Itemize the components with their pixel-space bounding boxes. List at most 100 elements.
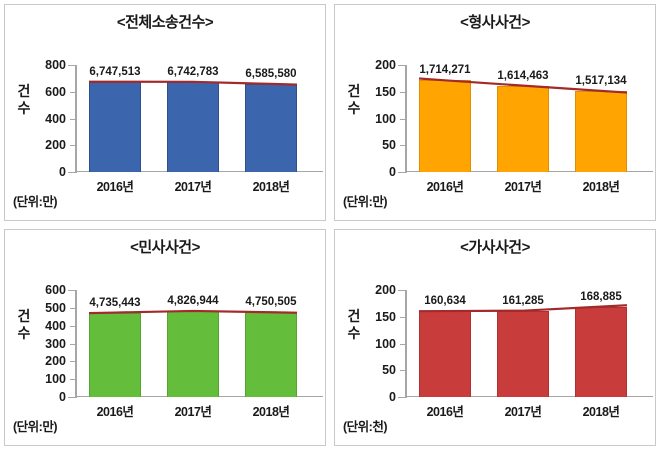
- y-axis-tick-label: 100: [45, 372, 66, 387]
- y-axis-tick-label: 0: [59, 390, 66, 404]
- x-axis-category-label: 2017년: [504, 180, 542, 194]
- plot-inner: 800 600 400 200 0 6,747,513 2016년 6,742,783 2017…: [45, 58, 323, 194]
- plot-inner: 200 150 100 50 0 160,634 2016년 161,285 2017년 168,…: [375, 283, 653, 419]
- bar: [89, 81, 141, 172]
- y-axis-tick: [70, 91, 77, 93]
- y-axis-tick-label: 200: [375, 58, 396, 72]
- y-axis-title-char: 수: [347, 325, 361, 341]
- y-axis-tick-label: 600: [45, 283, 66, 297]
- y-axis-tick-label: 50: [382, 363, 396, 378]
- y-axis-tick: [70, 361, 77, 363]
- y-axis-tick: [68, 290, 77, 291]
- plot-inner: 600 500 400 300 200 100 0 4,735,443 2016년 4,826,9…: [45, 283, 323, 419]
- y-axis-tick: [400, 118, 407, 120]
- y-axis-tick: [400, 316, 407, 318]
- x-axis-category-label: 2016년: [426, 180, 464, 194]
- y-axis-tick: [400, 370, 407, 372]
- y-axis-tick: [70, 379, 77, 381]
- unit-note: (단위:천): [343, 420, 388, 434]
- plot-inner: 200 150 100 50 0 1,714,271 2016년 1,614,463 2017년…: [375, 58, 653, 194]
- bar-value-label: 4,826,944: [167, 294, 219, 307]
- y-axis-tick: [400, 343, 407, 345]
- bar-value-label: 1,517,134: [575, 74, 627, 87]
- y-axis-title-char: 건: [17, 83, 31, 99]
- panel-title: <전체소송건수>: [116, 14, 214, 31]
- x-axis-category-label: 2018년: [252, 180, 290, 194]
- y-axis-tick: [68, 172, 77, 173]
- y-axis-tick-label: 100: [375, 111, 396, 126]
- y-axis-tick: [400, 91, 407, 93]
- x-axis-category-label: 2018년: [582, 405, 620, 419]
- y-axis-title-char: 수: [347, 100, 361, 116]
- panel-title: <형사사건>: [460, 14, 530, 31]
- bar: [245, 312, 297, 397]
- chart-panel-total-lawsuits: <전체소송건수> 건 수 (단위:만) 800 600 400 200 0 6,747,513 20…: [4, 4, 326, 221]
- y-axis-tick-label: 500: [45, 300, 66, 315]
- x-axis-category-label: 2017년: [174, 180, 212, 194]
- bar: [89, 312, 141, 397]
- panel-title: <민사사건>: [130, 239, 200, 256]
- x-axis-category-label: 2017년: [504, 405, 542, 419]
- bar-value-label: 161,285: [502, 294, 544, 307]
- x-axis-category-label: 2018년: [582, 180, 620, 194]
- y-axis-tick: [70, 118, 77, 120]
- y-axis-tick-label: 600: [45, 84, 66, 99]
- y-axis-tick-label: 200: [45, 354, 66, 369]
- chart-panel-criminal-cases: <형사사건> 건 수 (단위:만) 200 150 100 50 0 1,714,271 2016년…: [334, 4, 656, 221]
- bar-value-label: 160,634: [424, 295, 466, 308]
- y-axis-tick-label: 0: [389, 390, 396, 404]
- unit-note: (단위:만): [13, 195, 58, 209]
- x-axis-category-label: 2016년: [96, 180, 134, 194]
- bar: [419, 80, 471, 172]
- bar-value-label: 1,714,271: [419, 64, 471, 77]
- y-axis-tick-label: 200: [375, 283, 396, 297]
- bar-value-label: 6,585,580: [245, 67, 297, 80]
- y-axis-tick-label: 400: [45, 318, 66, 333]
- bar-value-label: 168,885: [580, 290, 622, 303]
- y-axis-tick: [70, 325, 77, 327]
- panel-title: <가사사건>: [460, 239, 530, 256]
- y-axis-title-char: 수: [17, 100, 31, 116]
- bar: [497, 85, 549, 172]
- x-axis-category-label: 2016년: [96, 405, 134, 419]
- bar-value-label: 4,735,443: [89, 296, 141, 309]
- bar: [167, 81, 219, 172]
- y-axis-tick-label: 0: [59, 165, 66, 179]
- chart-panel-family-cases: <가사사건> 건 수 (단위:천) 200 150 100 50 0 160,634 2016년 16…: [334, 229, 656, 446]
- y-axis-tick-label: 400: [45, 111, 66, 126]
- plot-area: 600 500 400 300 200 100 0 4,735,443 2016년 4,826,9…: [45, 272, 323, 419]
- y-axis-title-char: 건: [347, 308, 361, 324]
- bar-value-label: 6,742,783: [167, 65, 219, 78]
- bar: [497, 310, 549, 397]
- unit-note: (단위:만): [13, 420, 58, 434]
- bar: [575, 306, 627, 397]
- y-axis-tick: [398, 172, 407, 173]
- y-axis-tick-label: 50: [382, 138, 396, 153]
- y-axis-tick: [68, 397, 77, 398]
- bar: [245, 83, 297, 172]
- y-axis-tick: [398, 397, 407, 398]
- y-axis-tick: [400, 145, 407, 147]
- bar: [167, 310, 219, 397]
- y-axis-title-char: 수: [17, 325, 31, 341]
- plot-area: 200 150 100 50 0 160,634 2016년 161,285 2017년 168,…: [375, 272, 653, 419]
- y-axis-tick: [70, 307, 77, 309]
- y-axis-title-char: 건: [347, 83, 361, 99]
- bar: [575, 90, 627, 172]
- y-axis-tick: [70, 145, 77, 147]
- y-axis-tick: [68, 65, 77, 66]
- plot-area: 200 150 100 50 0 1,714,271 2016년 1,614,463 2017년…: [375, 47, 653, 194]
- y-axis-tick-label: 200: [45, 138, 66, 153]
- unit-note: (단위:만): [343, 195, 388, 209]
- y-axis-tick-label: 100: [375, 336, 396, 351]
- chart-panel-civil-cases: <민사사건> 건 수 (단위:만) 600 500 400 300 200 100 0 4,735,4…: [4, 229, 326, 446]
- y-axis-tick-label: 150: [375, 84, 396, 99]
- bar: [419, 311, 471, 397]
- bar-value-label: 1,614,463: [497, 69, 549, 82]
- x-axis-category-label: 2018년: [252, 405, 290, 419]
- y-axis-tick-label: 0: [389, 165, 396, 179]
